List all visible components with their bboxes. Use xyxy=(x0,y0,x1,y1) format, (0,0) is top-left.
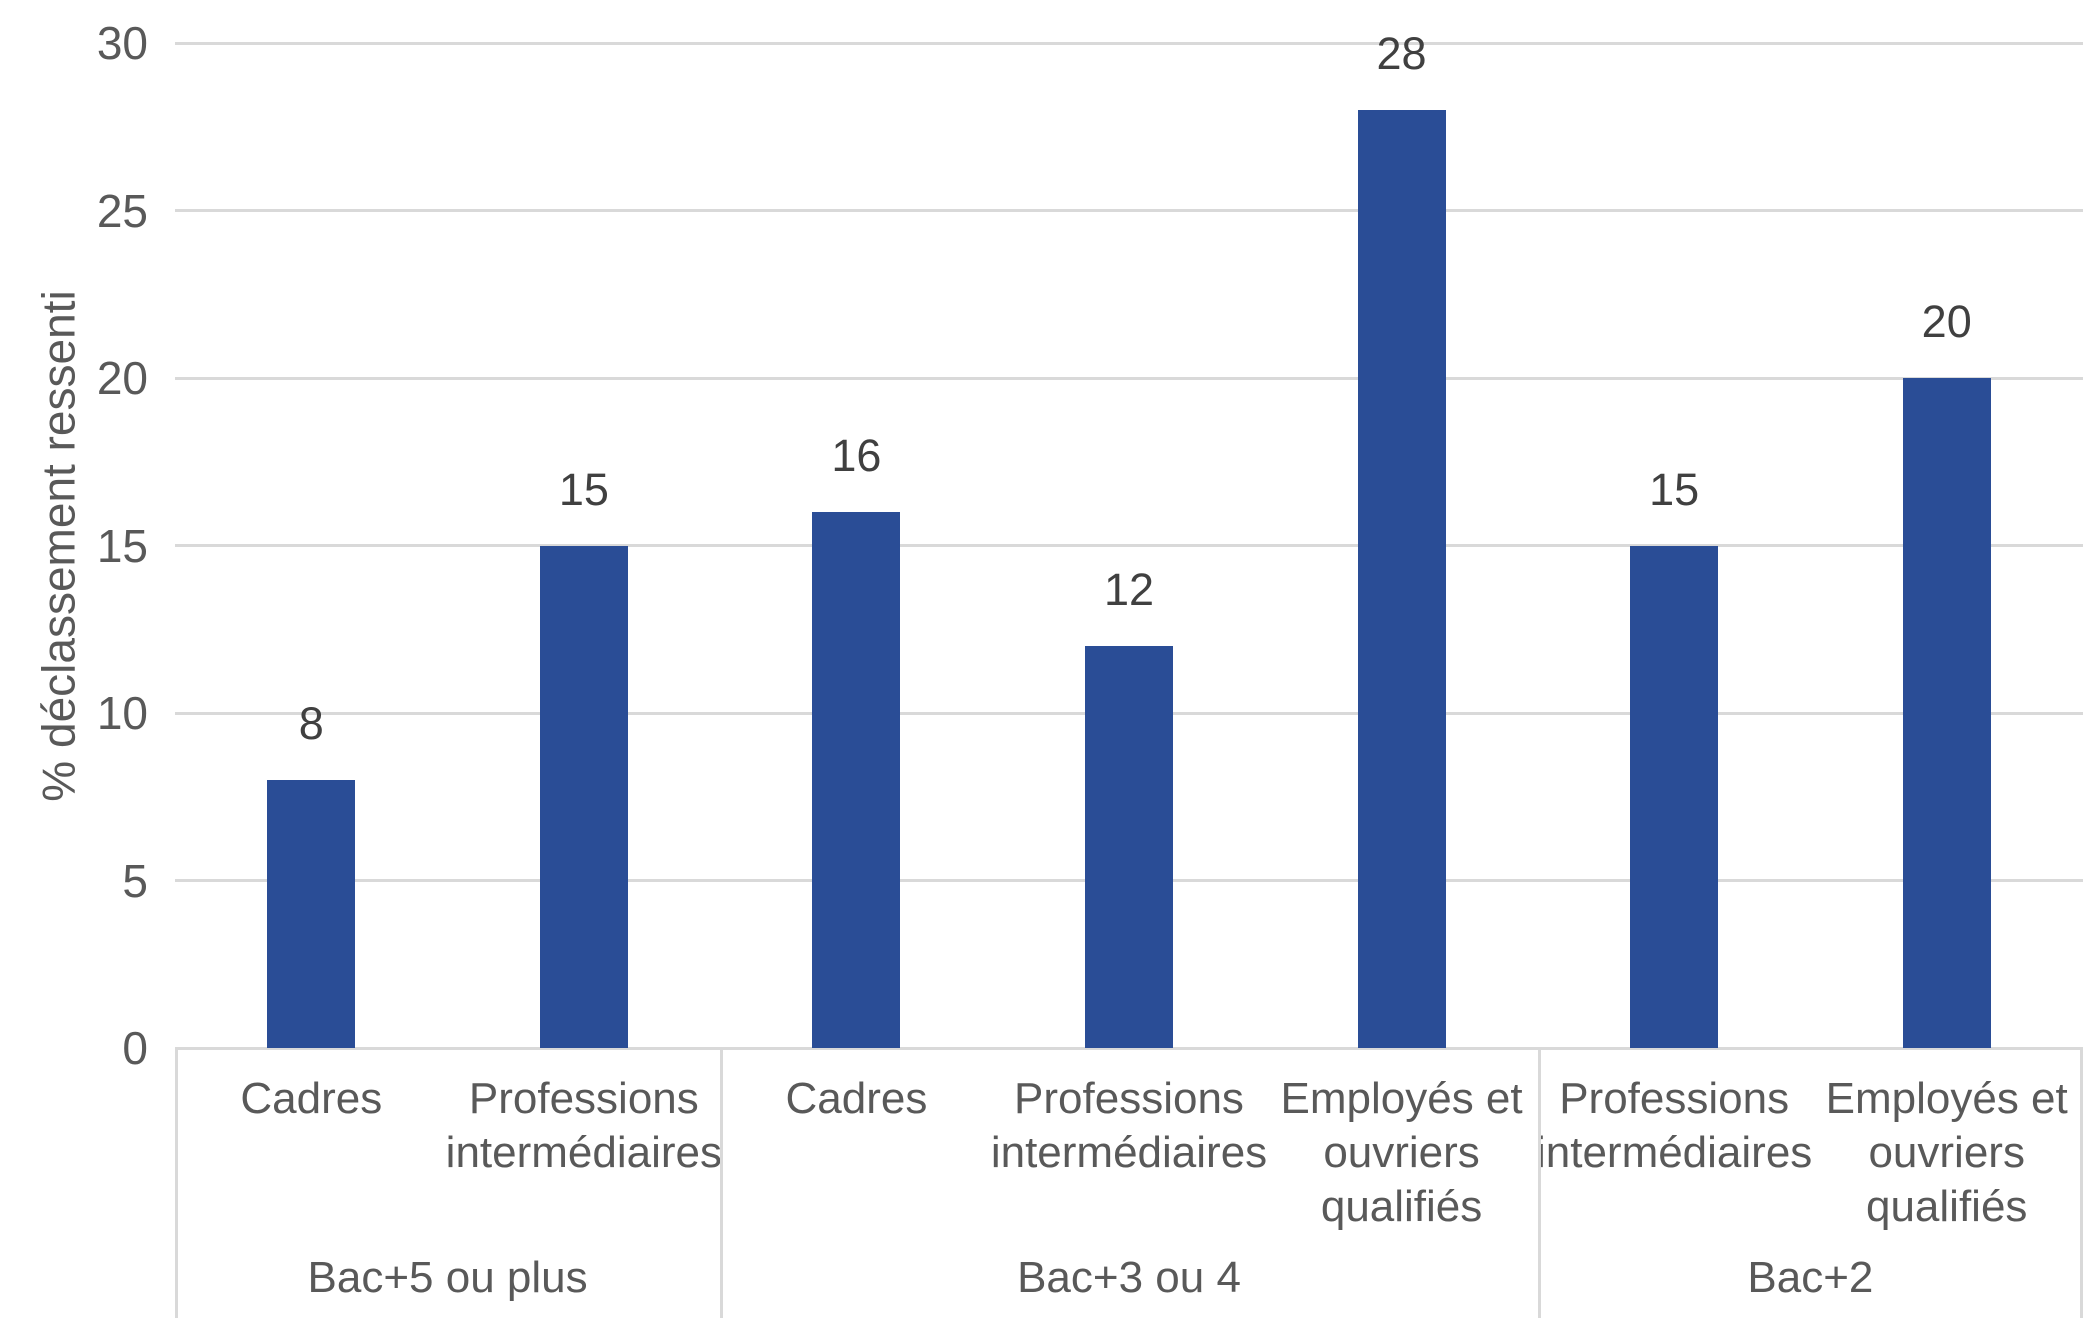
y-tick-label: 5 xyxy=(122,854,148,907)
bar xyxy=(1357,110,1446,1048)
x-group-label: Bac+2 xyxy=(1747,1253,1874,1302)
gridline xyxy=(175,376,2083,380)
x-category-label: Professions intermédiaires xyxy=(445,1074,723,1177)
bar-value-label: 8 xyxy=(298,698,324,749)
label-area-right-border xyxy=(2080,1048,2083,1318)
x-category-label: Employés et ouvriers qualifiés xyxy=(1825,1074,2068,1231)
gridline xyxy=(175,544,2083,547)
x-group-label: Bac+5 ou plus xyxy=(307,1253,588,1302)
bar-value-label: 15 xyxy=(558,463,609,515)
y-tick-label: 15 xyxy=(96,519,148,572)
y-tick-label: 25 xyxy=(96,184,148,237)
y-tick-label: 0 xyxy=(122,1022,148,1074)
gridline xyxy=(175,1046,2083,1050)
bar xyxy=(1902,378,1991,1048)
bar-value-label: 20 xyxy=(1921,296,1972,347)
bar xyxy=(1085,646,1173,1048)
y-tick-label: 10 xyxy=(96,687,148,739)
bar xyxy=(539,545,628,1048)
bar-value-label: 15 xyxy=(1649,463,1700,515)
bar xyxy=(267,780,356,1048)
bar-value-label: 28 xyxy=(1376,28,1427,79)
x-category-label: Professions intermédiaires xyxy=(1535,1074,1813,1177)
bar-value-label: 12 xyxy=(1103,564,1155,615)
category-divider xyxy=(1537,1048,1541,1318)
x-category-label: Professions intermédiaires xyxy=(990,1074,1268,1177)
x-category-label: Cadres xyxy=(240,1074,383,1123)
label-area-left-border xyxy=(175,1048,178,1318)
gridline xyxy=(175,209,2083,212)
bar xyxy=(812,512,901,1048)
x-category-label: Cadres xyxy=(785,1074,928,1123)
x-group-label: Bac+3 ou 4 xyxy=(1017,1253,1241,1302)
bar xyxy=(1630,545,1719,1048)
bar-value-label: 16 xyxy=(831,430,882,481)
y-tick-label: 30 xyxy=(96,17,148,69)
y-tick-label: 20 xyxy=(96,352,148,404)
category-divider xyxy=(720,1048,724,1318)
x-category-label: Employés et ouvriers qualifiés xyxy=(1280,1074,1523,1231)
gridline xyxy=(175,41,2083,45)
